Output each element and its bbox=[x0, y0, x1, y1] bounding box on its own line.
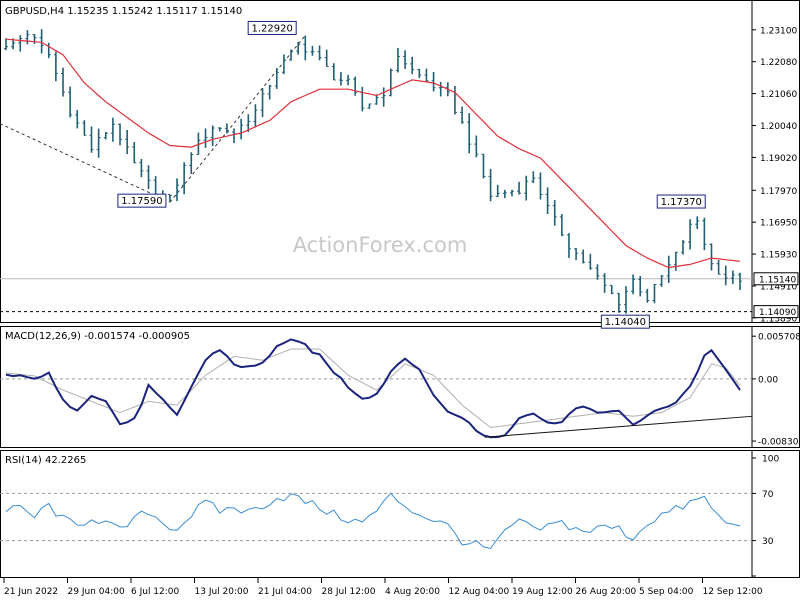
watermark-text: ActionForex.com bbox=[293, 233, 468, 257]
macd-trendline bbox=[484, 415, 753, 438]
price-axis-tick-label: 1.23100 bbox=[760, 26, 797, 36]
price-axis-tick-label: 1.17970 bbox=[760, 187, 797, 197]
price-axis-tick-label: 1.14910 bbox=[760, 282, 797, 292]
rsi-axis-tick-label: 30 bbox=[762, 537, 774, 547]
x-axis-tick-label: 26 Aug 20:00 bbox=[576, 587, 637, 597]
support-level-label: 1.14090 bbox=[759, 308, 796, 318]
macd-panel-frame bbox=[0, 326, 800, 448]
support-level-box bbox=[753, 305, 799, 319]
moving-average-line bbox=[5, 38, 741, 269]
x-axis-tick-label: 4 Aug 20:00 bbox=[385, 587, 440, 597]
x-axis-tick-label: 12 Aug 04:00 bbox=[449, 587, 510, 597]
x-axis-tick-label: 29 Jun 04:00 bbox=[68, 587, 125, 597]
x-axis-tick-label: 21 Jul 04:00 bbox=[258, 587, 312, 597]
price-annotation-label: 1.17370 bbox=[661, 197, 702, 208]
price-annotation-box bbox=[600, 314, 650, 329]
price-axis-tick-label: 1.22080 bbox=[760, 58, 797, 68]
current-price-label: 1.15140 bbox=[759, 275, 796, 285]
price-annotation-label: 1.14040 bbox=[605, 317, 646, 328]
x-axis-tick-label: 13 Jul 20:00 bbox=[195, 587, 249, 597]
price-axis-tick-label: 1.19020 bbox=[760, 154, 797, 164]
rsi-panel-frame bbox=[0, 450, 800, 578]
rsi-axis-tick-label: 100 bbox=[762, 455, 779, 465]
price-axis-tick-label: 1.20040 bbox=[760, 122, 797, 132]
price-annotation-label: 1.22920 bbox=[251, 23, 292, 34]
price-axis-tick-label: 1.15930 bbox=[760, 251, 797, 261]
macd-axis-tick-label: 0.005708 bbox=[758, 333, 800, 343]
x-axis-tick-label: 6 Jul 12:00 bbox=[131, 587, 180, 597]
price-annotation-box bbox=[117, 193, 167, 208]
rsi-axis-tick-label: 70 bbox=[762, 490, 774, 500]
rsi-panel-title: RSI(14) 42.2265 bbox=[5, 455, 86, 466]
macd-panel-title: MACD(12,26,9) -0.001574 -0.000905 bbox=[5, 331, 190, 342]
macd-line bbox=[5, 338, 741, 439]
x-axis-tick-label: 21 Jun 2022 bbox=[4, 587, 58, 597]
x-axis-tick-label: 12 Sep 12:00 bbox=[703, 587, 763, 597]
ohlc-readout: 1.15235 1.15242 1.15117 1.15140 bbox=[67, 6, 242, 17]
macd-signal-line bbox=[5, 348, 741, 429]
symbol-title: GBPUSD,H4 bbox=[5, 6, 64, 17]
price-annotation-label: 1.17590 bbox=[121, 196, 162, 207]
price-axis-tick-label: 1.21060 bbox=[760, 90, 797, 100]
rsi-line bbox=[5, 492, 741, 550]
current-price-box bbox=[753, 272, 799, 286]
price-axis-tick-label: 1.16950 bbox=[760, 219, 797, 229]
x-axis-tick-label: 5 Sep 04:00 bbox=[639, 587, 694, 597]
macd-axis-tick-label: -0.008308 bbox=[758, 438, 800, 448]
macd-axis-tick-label: 0.00 bbox=[758, 375, 778, 385]
rising-trendline bbox=[169, 35, 306, 203]
falling-trendline bbox=[0, 123, 171, 203]
price-annotation-box bbox=[656, 194, 706, 209]
price-panel-frame bbox=[0, 0, 800, 323]
x-axis-tick-label: 19 Aug 12:00 bbox=[512, 587, 573, 597]
price-annotation-box bbox=[247, 20, 297, 35]
price-axis-tick-label: 1.13890 bbox=[760, 314, 797, 324]
x-axis-tick-label: 28 Jul 12:00 bbox=[322, 587, 376, 597]
price-panel-title: GBPUSD,H4 1.15235 1.15242 1.15117 1.1514… bbox=[5, 6, 242, 17]
